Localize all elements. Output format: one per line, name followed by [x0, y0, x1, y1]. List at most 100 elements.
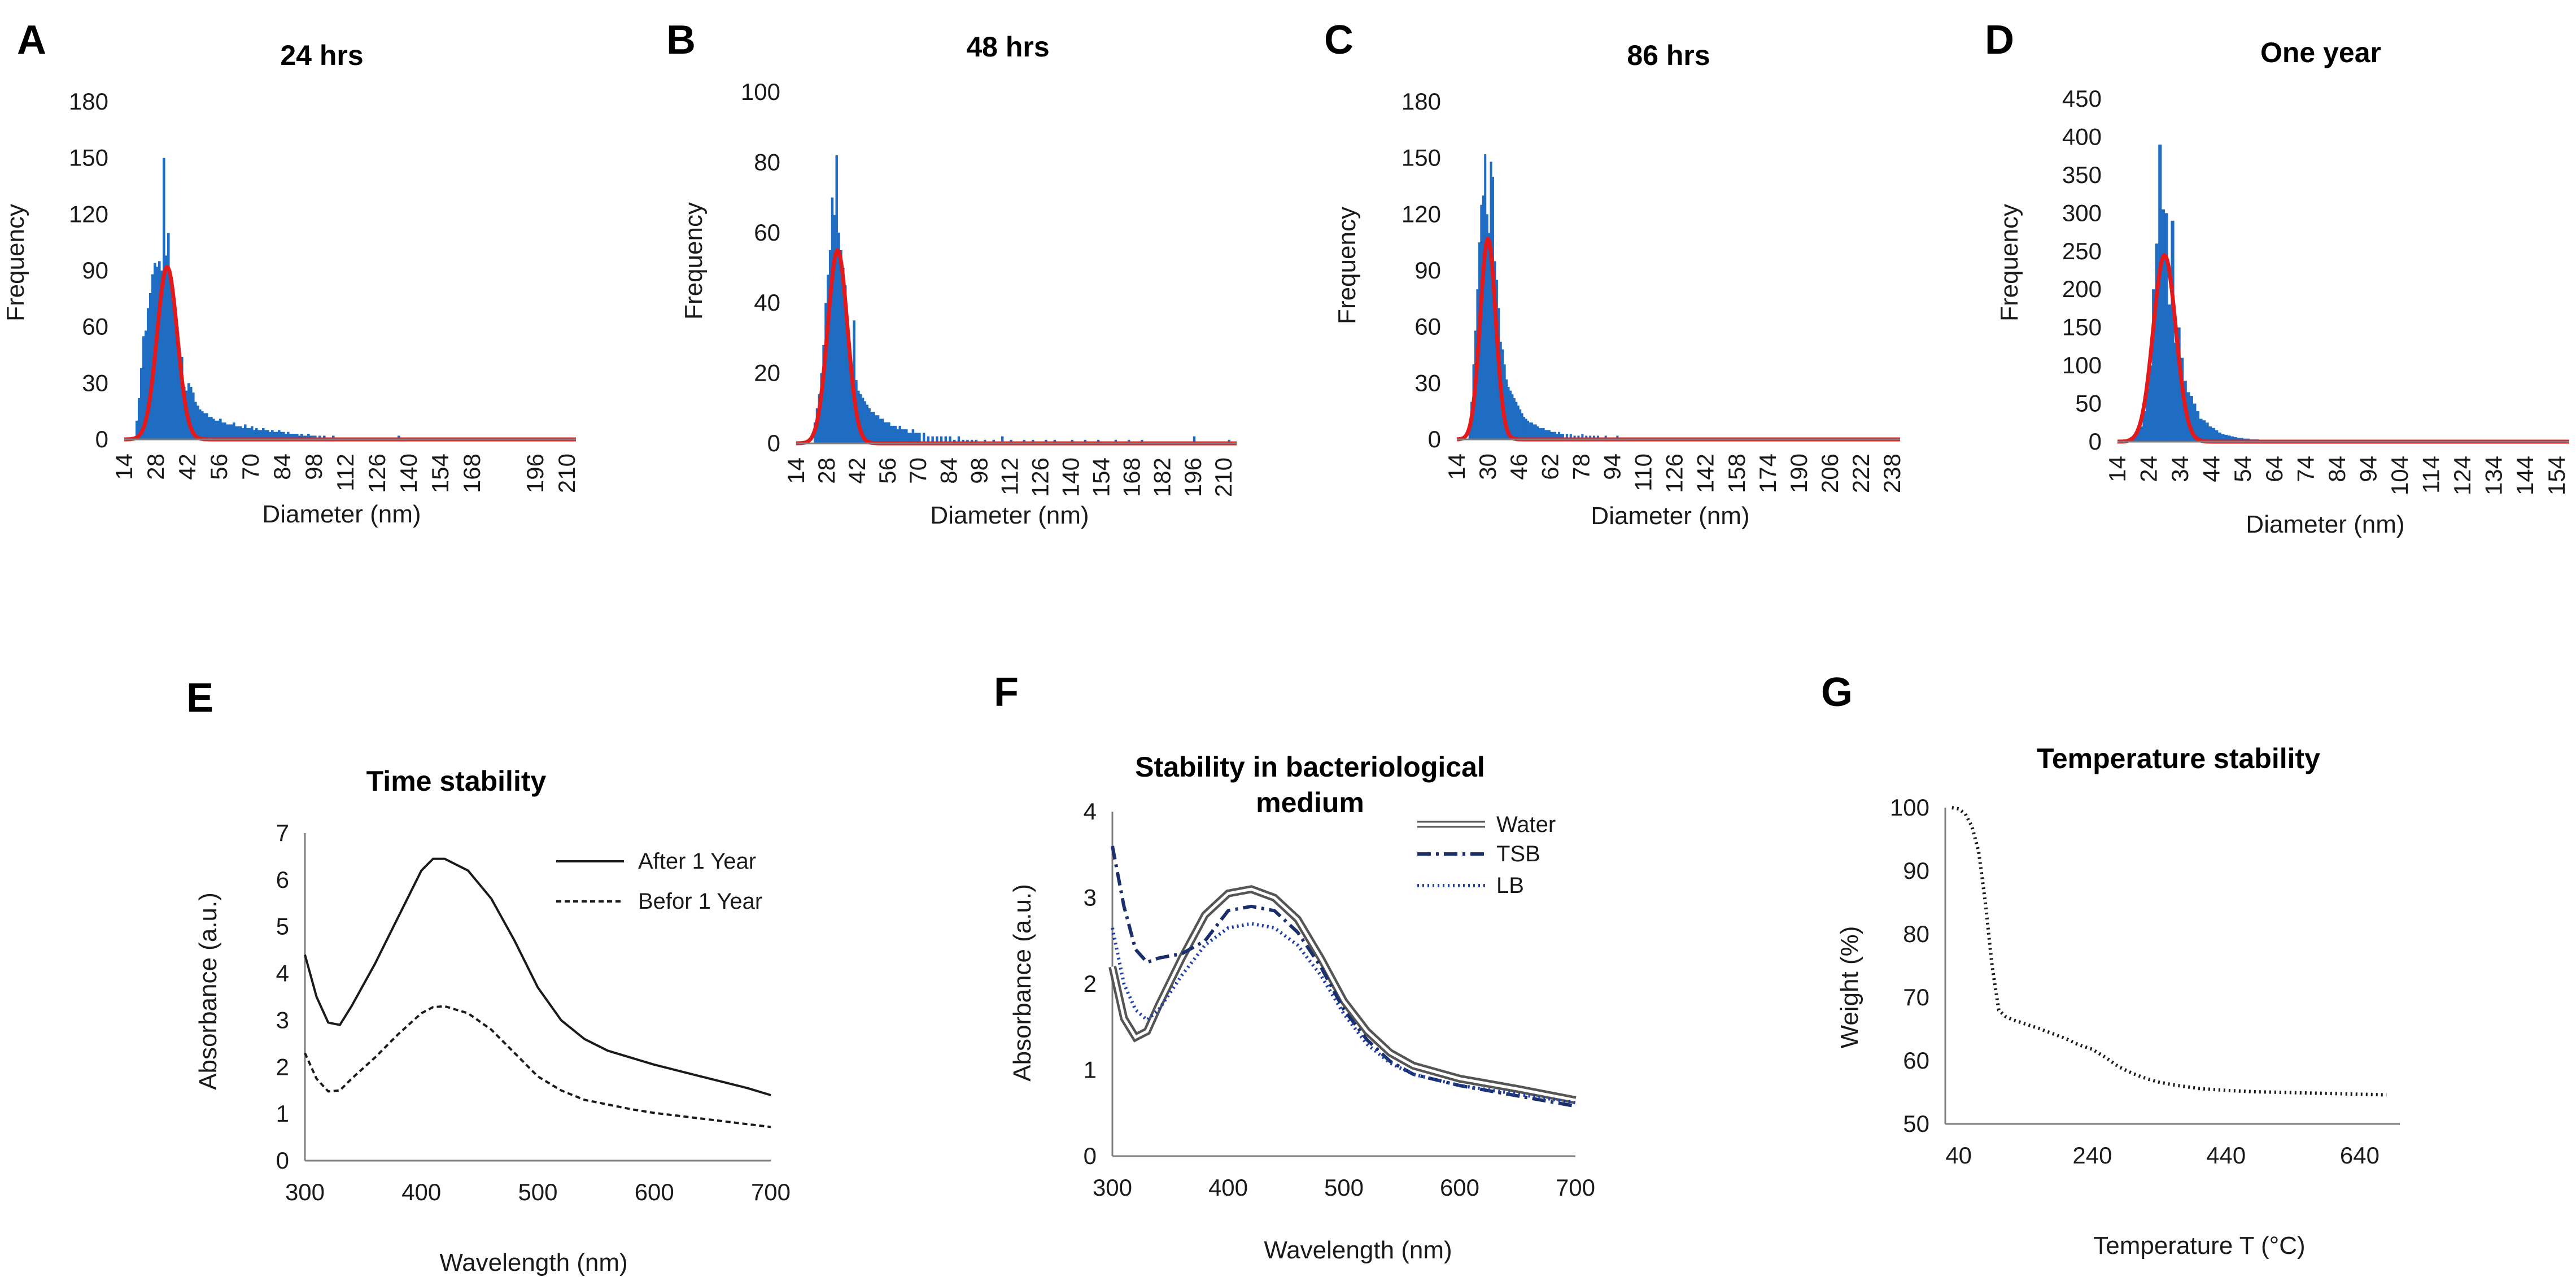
histogram-bar	[936, 436, 938, 443]
histogram-bar	[169, 274, 172, 439]
histogram-bar	[147, 308, 150, 439]
histogram-bar	[1529, 422, 1531, 439]
histogram-bar	[208, 417, 211, 439]
panel-letter-b: B	[666, 18, 696, 63]
histogram-bar	[224, 422, 226, 439]
x-tick-label: 74	[2292, 456, 2319, 482]
histogram-bar	[269, 432, 272, 439]
x-tick-label: 70	[237, 454, 264, 480]
histogram-bar	[178, 355, 181, 439]
histogram-bar	[901, 429, 903, 443]
x-tick-label: 144	[2512, 456, 2538, 495]
histogram-bar	[2142, 411, 2146, 442]
panel-a-xlabel: Diameter (nm)	[262, 500, 421, 528]
x-tick-label: 154	[427, 454, 453, 493]
histogram-bar	[1491, 176, 1495, 439]
histogram-bar	[1538, 428, 1541, 439]
y-tick-label: 60	[1414, 313, 1441, 340]
y-tick-label: 150	[1401, 145, 1441, 171]
histogram-bar	[136, 420, 138, 439]
x-tick-label: 154	[2543, 456, 2570, 495]
series-line-tsb	[1111, 845, 1576, 1108]
histogram-bar	[145, 330, 147, 439]
y-tick-label: 60	[82, 313, 108, 340]
histogram-bar	[230, 424, 233, 439]
histogram-bar	[883, 422, 886, 443]
histogram-bar	[165, 255, 168, 439]
histogram-bar	[2233, 437, 2237, 442]
x-tick-label: 700	[1556, 1174, 1595, 1201]
x-tick-label: 94	[1599, 454, 1625, 480]
histogram-bar	[2149, 365, 2153, 442]
histogram-bar	[206, 413, 208, 439]
x-tick-label: 190	[1785, 454, 1812, 493]
y-tick-label: 0	[1428, 426, 1441, 452]
panel-e-legend: After 1 Year Befor 1 Year	[556, 849, 762, 914]
histogram-bar	[835, 155, 838, 443]
histogram-bar	[903, 429, 906, 443]
panel-f-title-line1: Stability in bacteriological	[1135, 751, 1485, 783]
histogram-bar	[1546, 430, 1549, 439]
histogram-bar	[156, 267, 159, 439]
panel-g: G Temperature stability 50 60 70 80 90 100 40 2…	[1821, 670, 2400, 1259]
histogram-bar	[1511, 394, 1514, 439]
x-tick-label: 46	[1505, 454, 1532, 480]
histogram-bar	[194, 402, 197, 439]
histogram-bar	[233, 422, 235, 439]
panel-f: F Stability in bacteriological medium 0 1…	[994, 670, 1595, 1264]
histogram-bar	[2177, 327, 2181, 442]
series-line-weight	[1951, 806, 2387, 1097]
x-tick-label: 168	[459, 454, 485, 493]
histogram-bar	[863, 401, 867, 443]
histogram-bar	[2208, 426, 2212, 442]
histogram-bar	[1542, 428, 1545, 439]
y-tick-label: 200	[2062, 276, 2102, 302]
histogram-bar	[1507, 386, 1510, 439]
gaussian-fit-curve	[2117, 253, 2570, 444]
histogram-bar	[1519, 409, 1522, 439]
histogram-bar	[201, 411, 204, 439]
histogram-bar	[944, 436, 948, 443]
panel-d-plot: 0 50 100 150 200 250 300 350 400 450 14 24 34 44 54 64 7…	[2062, 85, 2570, 495]
histogram-bar	[1552, 432, 1555, 439]
histogram-bar	[890, 425, 893, 443]
series-line-after-1-year	[304, 857, 771, 1096]
histogram-bar	[1565, 434, 1568, 439]
histogram-bar	[1503, 364, 1506, 439]
histogram-bar	[226, 424, 229, 439]
histogram-bar	[257, 430, 260, 439]
histogram-bar	[174, 308, 177, 439]
histogram-bar	[289, 434, 292, 439]
histogram-bar	[271, 430, 274, 439]
histogram-bar	[217, 420, 220, 439]
panel-c-title: 86 hrs	[1627, 40, 1710, 71]
y-tick-label: 0	[2089, 428, 2102, 455]
x-tick-label: 196	[1180, 457, 1206, 497]
y-tick-label: 70	[1903, 984, 1929, 1010]
histogram-bar	[1548, 430, 1551, 439]
histogram-bar	[140, 368, 143, 439]
histogram-bar	[2155, 243, 2159, 442]
histogram-bar	[822, 345, 825, 443]
histogram-bar	[2167, 304, 2172, 442]
panel-letter-c: C	[1324, 18, 1354, 63]
histogram-bar	[2202, 420, 2206, 442]
histogram-bar	[294, 434, 296, 439]
y-tick-label: 90	[1903, 857, 1929, 884]
x-tick-label: 142	[1692, 454, 1719, 493]
panel-letter-g: G	[1821, 670, 1853, 715]
y-tick-label: 3	[276, 1006, 289, 1033]
histogram-bar	[278, 430, 281, 439]
histogram-bar	[888, 422, 890, 443]
x-tick-label: 600	[635, 1179, 674, 1205]
histogram-bar	[1193, 436, 1196, 443]
x-tick-label: 400	[1208, 1174, 1248, 1201]
histogram-bar	[859, 394, 862, 443]
histogram-bar	[239, 426, 242, 439]
histogram-bar	[914, 433, 916, 443]
panel-b: B 48 hrs 0 20 40 60 80 100 14 28 42 56 70 84 98 112 12…	[666, 18, 1237, 529]
histogram-bar	[2215, 430, 2219, 442]
x-tick-label: 182	[1149, 457, 1176, 497]
histogram-bar	[840, 250, 842, 443]
